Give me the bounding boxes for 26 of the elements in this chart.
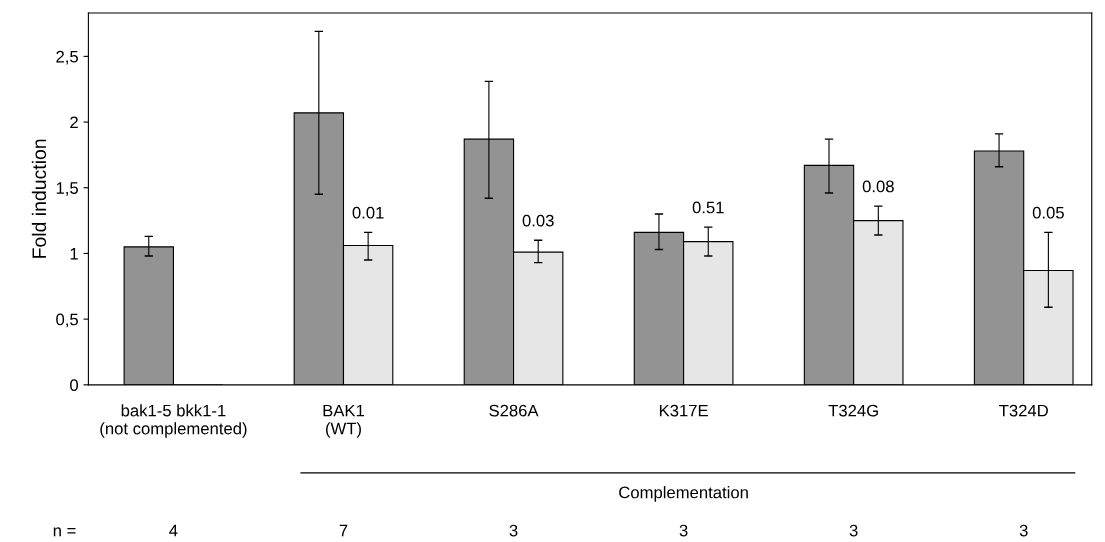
x-tick-label: K317E (659, 404, 708, 417)
annotation: 0.01 (352, 206, 384, 219)
y-tick-label: 2,5 (56, 50, 78, 65)
annotation: 0.08 (862, 180, 894, 193)
y-tick-label: 0,5 (56, 313, 78, 328)
annotation: 0.05 (1032, 206, 1064, 219)
text: 4 (169, 524, 178, 537)
text: 3 (1019, 524, 1028, 537)
x-tick-label: T324G (828, 404, 878, 417)
text: 3 (849, 524, 858, 537)
y-tick-label: 2 (70, 116, 78, 129)
annotation: 0.51 (692, 201, 724, 214)
x-tick-label: S286A (489, 404, 539, 417)
text: 3 (679, 524, 688, 537)
text: n = (53, 527, 76, 537)
text: 3 (509, 524, 518, 537)
y-tick-label: 0 (70, 379, 79, 392)
x-tick-label: bak1-5 bkk1-1 (not complemented) (100, 404, 247, 438)
y-tick-label: 1 (70, 248, 78, 260)
text: 7 (339, 524, 348, 537)
x-tick-label: BAK1 (WT) (323, 404, 364, 438)
annotation: 0.03 (522, 214, 554, 227)
text: Complementation (619, 486, 748, 502)
y-tick-label: 1,5 (56, 182, 78, 196)
y-axis-title: Fold induction (31, 139, 47, 258)
x-tick-label: T324D (999, 404, 1048, 417)
